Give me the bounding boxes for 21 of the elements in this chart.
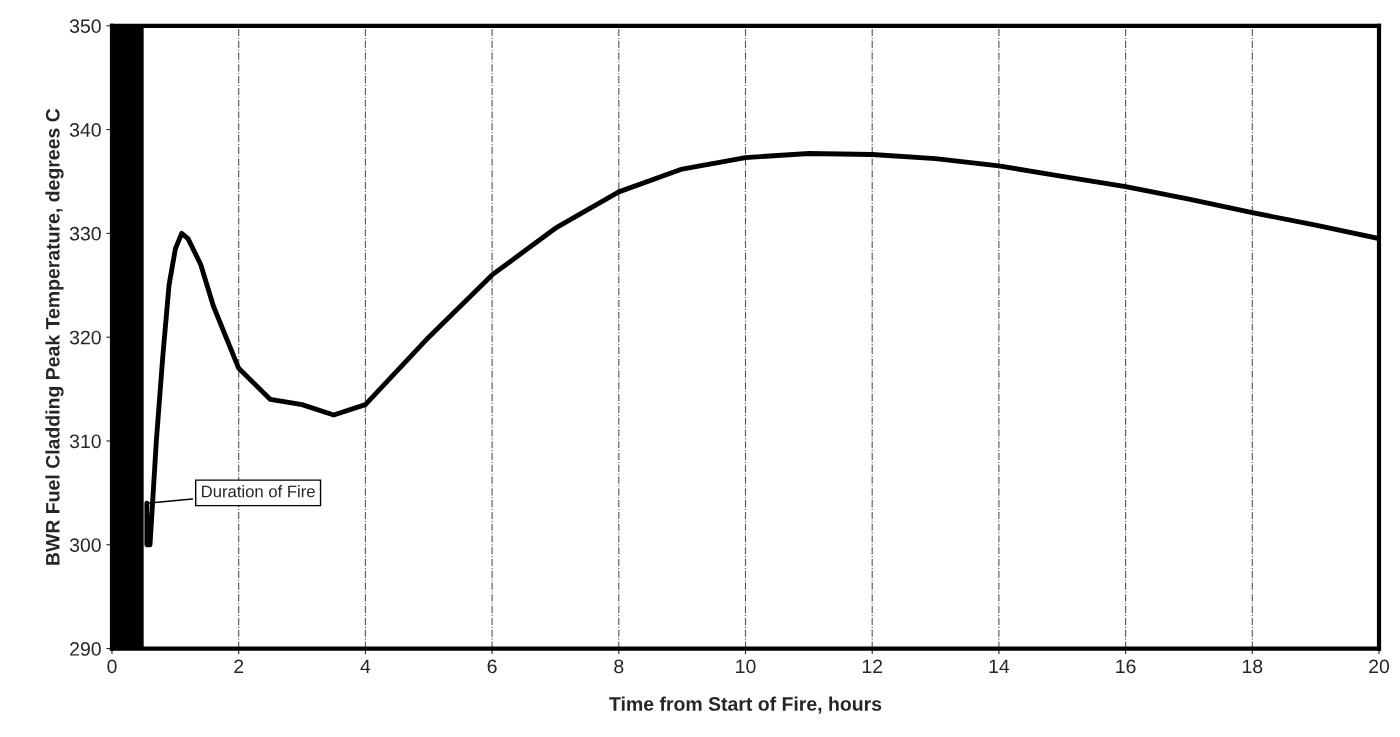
x-tick-label: 18 xyxy=(1242,659,1263,674)
y-tick-label: 310 xyxy=(69,434,101,449)
band-label: Duration of Fire xyxy=(202,485,315,498)
y-tick-label: 350 xyxy=(69,19,101,34)
x-tick-label: 4 xyxy=(360,659,371,674)
y-tick-label: 320 xyxy=(69,330,101,345)
y-tick-label: 330 xyxy=(69,226,101,241)
x-tick-label: 16 xyxy=(1116,659,1136,674)
y-axis-title: BWR Fuel Cladding Peak Temperature, degrees C xyxy=(45,108,64,565)
x-tick-label: 0 xyxy=(107,659,117,674)
x-tick-label: 2 xyxy=(234,659,244,674)
x-tick-label: 8 xyxy=(614,659,624,674)
x-tick-label: 14 xyxy=(989,659,1010,674)
y-tick-label: 290 xyxy=(70,642,101,656)
x-tick-label: 12 xyxy=(862,659,883,674)
x-tick-label: 10 xyxy=(736,659,756,674)
y-tick-label: 340 xyxy=(69,123,101,137)
y-tick-label: 300 xyxy=(69,538,101,552)
x-axis-title: Time from Start of Fire, hours xyxy=(609,696,882,714)
x-tick-label: 20 xyxy=(1369,659,1390,674)
x-tick-label: 6 xyxy=(487,659,497,674)
